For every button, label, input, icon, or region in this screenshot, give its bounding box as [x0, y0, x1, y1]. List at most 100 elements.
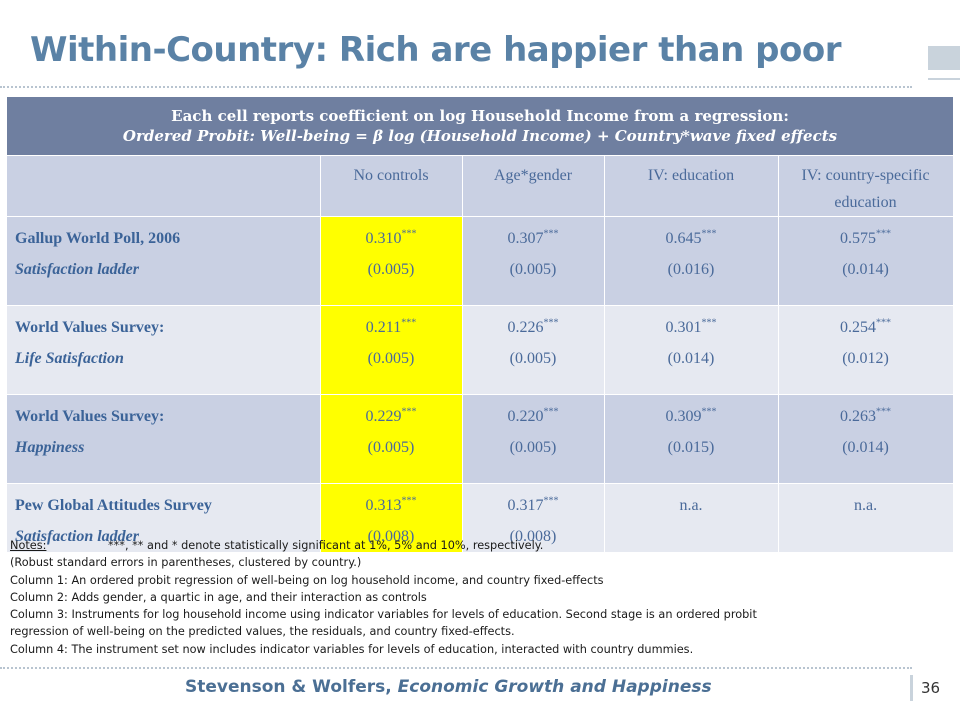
table-row: World Values Survey: Life Satisfaction 0… — [7, 305, 954, 395]
coef-value: 0.263 — [840, 408, 877, 425]
coefficient-cell: 0.317*** (0.008) — [462, 483, 605, 553]
table-row: Gallup World Poll, 2006 Satisfaction lad… — [7, 216, 954, 306]
table-row: World Values Survey: Happiness 0.229*** … — [7, 394, 954, 484]
survey-name: Gallup World Poll, 2006 — [15, 230, 181, 247]
std-error: (0.005) — [509, 439, 557, 456]
table-notes: Notes: ***, ** and * denote statistically… — [10, 537, 930, 658]
column-header: IV: education — [604, 155, 779, 217]
coef-value: 0.645 — [665, 230, 702, 247]
std-error: (0.012) — [842, 350, 889, 367]
page-number: 36 — [921, 679, 941, 697]
notes-line: regression of well-being on the predicte… — [10, 625, 515, 639]
significance-stars: *** — [876, 317, 892, 329]
std-error: (0.014) — [667, 350, 715, 367]
page-number-bar — [910, 675, 913, 701]
row-label: Gallup World Poll, 2006 Satisfaction lad… — [7, 216, 321, 306]
coefficient-cell: 0.263*** (0.014) — [778, 394, 954, 484]
std-error: (0.005) — [367, 261, 415, 278]
significance-stars: *** — [543, 228, 559, 240]
coef-value: 0.211 — [365, 319, 402, 336]
survey-name: World Values Survey: — [15, 319, 165, 336]
notes-line: Column 3: Instruments for log household … — [10, 608, 757, 622]
significance-stars: *** — [701, 317, 717, 329]
coefficient-cell: 0.220*** (0.005) — [462, 394, 605, 484]
std-error: (0.015) — [667, 439, 715, 456]
measure-name: Life Satisfaction — [15, 350, 124, 367]
coefficient-cell: 0.226*** (0.005) — [462, 305, 605, 395]
std-error: (0.008) — [509, 528, 557, 545]
notes-line: Column 2: Adds gender, a quartic in age,… — [10, 590, 427, 604]
row-label: Pew Global Attitudes Survey Satisfaction… — [7, 483, 321, 553]
std-error: (0.014) — [842, 261, 889, 278]
coef-value: n.a. — [679, 497, 703, 514]
coefficient-cell: 0.211*** (0.005) — [320, 305, 463, 395]
measure-name: Happiness — [15, 439, 85, 456]
coef-value: 0.226 — [507, 319, 544, 336]
significance-stars: *** — [701, 406, 717, 418]
coefficient-cell: n.a. — [604, 483, 779, 553]
footer-divider — [0, 667, 912, 669]
significance-stars: *** — [543, 495, 559, 507]
measure-name: Satisfaction ladder — [15, 261, 140, 278]
std-error: (0.008) — [367, 528, 415, 545]
coef-value: 0.301 — [665, 319, 702, 336]
coef-value: 0.220 — [507, 408, 544, 425]
corner-decoration — [928, 46, 960, 70]
notes-label: Notes: — [10, 539, 47, 552]
column-header: No controls — [320, 155, 463, 217]
slide-title: Within-Country: Rich are happier than po… — [30, 30, 841, 70]
column-header: Age*gender — [462, 155, 605, 217]
coef-value: 0.254 — [840, 319, 877, 336]
coefficient-cell: 0.575*** (0.014) — [778, 216, 954, 306]
significance-stars: *** — [401, 317, 417, 329]
std-error: (0.014) — [842, 439, 889, 456]
survey-name: World Values Survey: — [15, 408, 165, 425]
table-row: Pew Global Attitudes Survey Satisfaction… — [7, 483, 954, 553]
coefficient-cell: 0.307*** (0.005) — [462, 216, 605, 306]
header-line-2: Ordered Probit: Well-being = β log (Hous… — [122, 127, 838, 145]
coefficient-cell: 0.254*** (0.012) — [778, 305, 954, 395]
coefficient-cell: 0.309*** (0.015) — [604, 394, 779, 484]
footer-authors: Stevenson & Wolfers, — [185, 677, 398, 697]
significance-stars: *** — [543, 406, 559, 418]
std-error: (0.016) — [667, 261, 715, 278]
regression-table: Each cell reports coefficient on log Hou… — [7, 97, 954, 553]
coef-value: 0.310 — [365, 230, 402, 247]
survey-name: Pew Global Attitudes Survey — [15, 497, 212, 514]
coefficient-cell: 0.645*** (0.016) — [604, 216, 779, 306]
notes-line: Column 1: An ordered probit regression o… — [10, 573, 604, 587]
coefficient-cell: 0.310*** (0.005) — [320, 216, 463, 306]
column-header-empty — [7, 155, 321, 217]
std-error: (0.005) — [367, 350, 415, 367]
std-error: (0.005) — [509, 350, 557, 367]
coef-value: n.a. — [853, 497, 878, 514]
column-header-row: No controls Age*gender IV: education IV:… — [7, 155, 954, 217]
column-header: IV: country-specific education — [778, 155, 954, 217]
std-error: (0.005) — [509, 261, 557, 278]
coefficient-cell: 0.229*** (0.005) — [320, 394, 463, 484]
std-error: (0.005) — [367, 439, 415, 456]
corner-decoration-line — [928, 78, 960, 80]
coef-value: 0.313 — [365, 497, 402, 514]
table-header-banner: Each cell reports coefficient on log Hou… — [7, 97, 954, 156]
regression-table-container: Each cell reports coefficient on log Hou… — [7, 97, 954, 553]
coef-value: 0.307 — [507, 230, 544, 247]
coef-value: 0.317 — [507, 497, 544, 514]
coef-value: 0.575 — [840, 230, 877, 247]
measure-name: Satisfaction ladder — [15, 528, 140, 545]
coef-value: 0.229 — [365, 408, 402, 425]
coefficient-cell: 0.313*** (0.008) — [320, 483, 463, 553]
title-divider — [0, 86, 912, 88]
notes-line: (Robust standard errors in parentheses, … — [10, 556, 362, 570]
coefficient-cell: n.a. — [778, 483, 954, 553]
significance-stars: *** — [876, 228, 892, 240]
coefficient-cell: 0.301*** (0.014) — [604, 305, 779, 395]
row-label: World Values Survey: Happiness — [7, 394, 321, 484]
significance-stars: *** — [401, 495, 417, 507]
notes-line: Column 4: The instrument set now include… — [10, 642, 694, 656]
notes-line: ***, ** and * denote statistically signi… — [108, 539, 544, 552]
row-label: World Values Survey: Life Satisfaction — [7, 305, 321, 395]
significance-stars: *** — [401, 406, 417, 418]
significance-stars: *** — [401, 228, 417, 240]
significance-stars: *** — [543, 317, 559, 329]
